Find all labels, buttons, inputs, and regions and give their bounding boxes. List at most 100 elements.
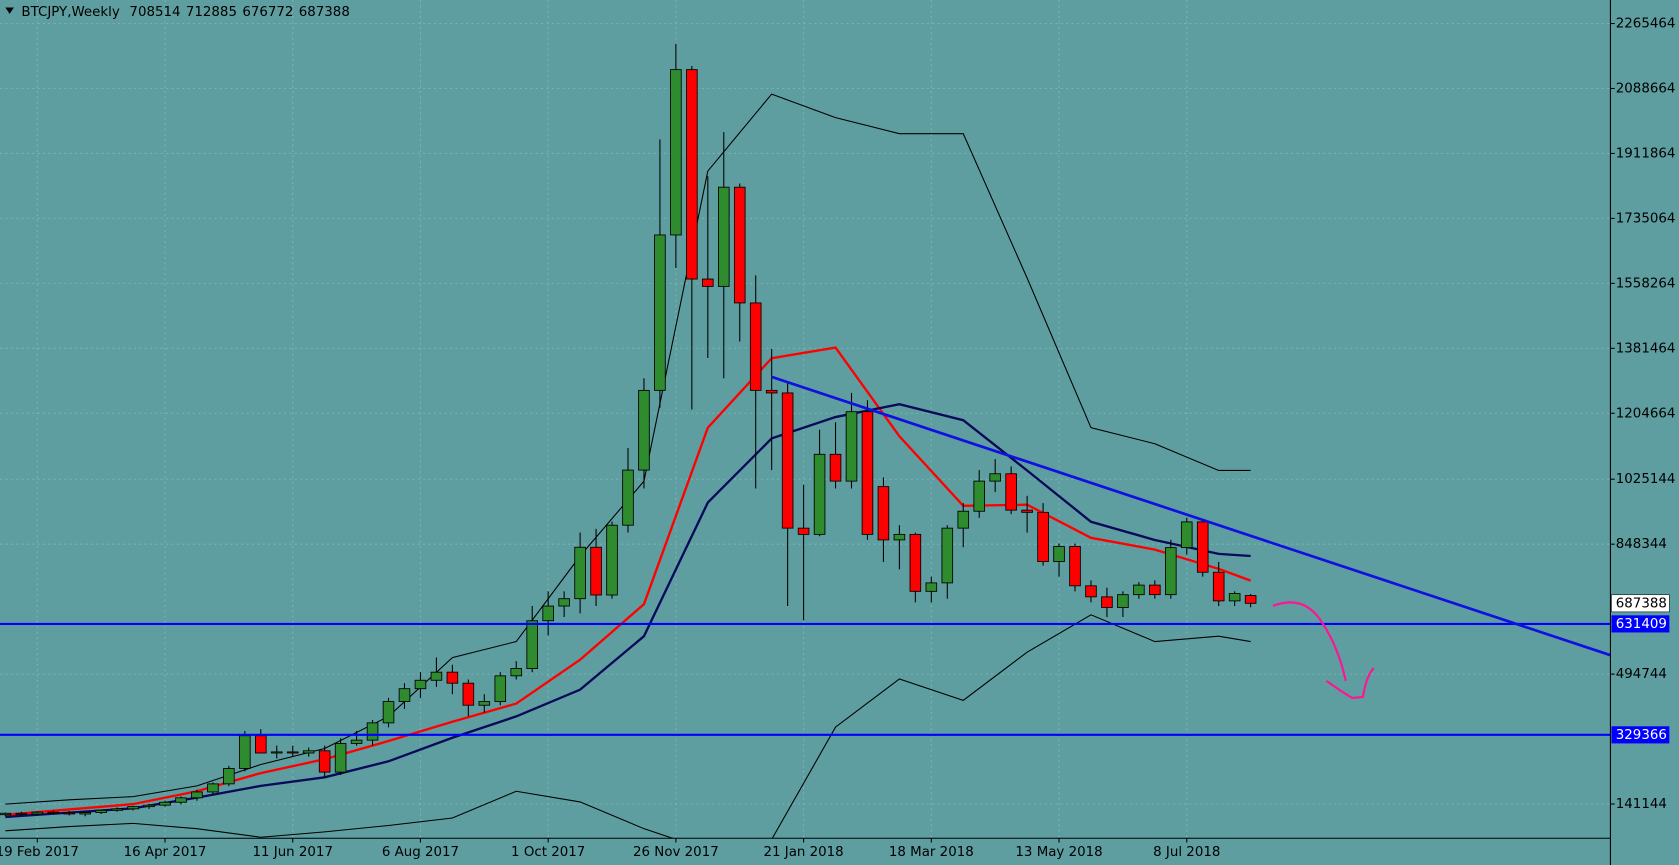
- candle-body: [0, 812, 12, 816]
- candle-body: [797, 527, 810, 535]
- y-tick-label: 1558264: [1616, 276, 1676, 291]
- symbol: BTCJPY,Weekly: [21, 5, 119, 20]
- x-tick-label: 6 Aug 2017: [382, 845, 459, 860]
- candle-body: [686, 69, 698, 280]
- candle-body: [526, 620, 538, 669]
- forecast-arrow: [1272, 601, 1375, 700]
- candle-body: [638, 389, 650, 471]
- x-tick-label: 1 Oct 2017: [511, 845, 585, 860]
- price-label: 687388: [1616, 596, 1667, 611]
- candle-body: [1228, 593, 1241, 602]
- candle-body: [446, 671, 459, 684]
- indicator-line: [5, 614, 1251, 839]
- candle-body: [1117, 594, 1129, 608]
- chart-title: BTCJPY,Weekly 708514 712885 676772 687388: [21, 5, 349, 20]
- menu-arrow: [5, 7, 14, 14]
- x-tick-label: 13 May 2018: [1015, 845, 1102, 860]
- candle-body: [1212, 571, 1225, 602]
- y-tick-label: 494744: [1616, 667, 1667, 682]
- candle-body: [1037, 511, 1049, 563]
- y-tick-label: 1911864: [1616, 146, 1676, 161]
- candle-body: [334, 743, 347, 773]
- candle-body: [175, 797, 187, 803]
- candle-body: [462, 682, 475, 706]
- plot-area: [0, 43, 1611, 839]
- candle-body: [765, 389, 778, 394]
- x-tick-label: 11 Jun 2017: [252, 845, 333, 860]
- last-close: 687388: [299, 5, 350, 20]
- candle-body: [255, 735, 267, 754]
- candle-body: [1005, 473, 1017, 511]
- candle-body: [47, 811, 60, 814]
- candle-body: [749, 302, 762, 391]
- candle-body: [382, 701, 395, 724]
- candle-body: [606, 524, 618, 596]
- candle-body: [223, 768, 235, 785]
- candle-body: [877, 486, 890, 541]
- y-tick-label: 1381464: [1616, 341, 1676, 356]
- indicator-line: [5, 402, 1251, 819]
- candle-body: [813, 453, 826, 535]
- candle-body: [622, 469, 634, 526]
- candle-body: [1069, 546, 1081, 587]
- x-tick-label: 8 Jul 2018: [1153, 845, 1220, 860]
- candle-body: [1149, 584, 1161, 596]
- x-tick-label: 16 Apr 2017: [124, 845, 207, 860]
- candle-body: [893, 533, 906, 541]
- y-tick-label: 1735064: [1616, 211, 1676, 226]
- candle-body: [302, 750, 315, 754]
- candle-body: [414, 679, 427, 690]
- y-tick-label: 1025144: [1616, 472, 1676, 487]
- level-label: 329366: [1616, 728, 1667, 743]
- candle-body: [574, 546, 586, 600]
- y-tick-label: 141144: [1616, 797, 1667, 812]
- x-tick-label: 21 Jan 2018: [763, 845, 843, 860]
- level-label-box: [1611, 615, 1670, 633]
- y-tick-label: 848344: [1616, 537, 1667, 552]
- candle-body: [207, 783, 219, 793]
- candle-body: [1165, 547, 1177, 596]
- candle-body: [1021, 509, 1033, 513]
- candle-body: [366, 722, 379, 741]
- last-open: 708514: [129, 5, 180, 20]
- candle-body: [398, 688, 411, 702]
- candle-body: [1244, 595, 1257, 604]
- candle-body: [63, 812, 76, 815]
- candle-body: [717, 186, 730, 287]
- last-low: 676772: [242, 5, 293, 20]
- candle-body: [286, 751, 299, 754]
- candle-body: [350, 739, 363, 744]
- candle-body: [957, 510, 970, 529]
- x-tick-label: 18 Mar 2018: [889, 845, 974, 860]
- candle-body: [670, 69, 682, 236]
- candle-body: [845, 411, 858, 482]
- candle-body: [510, 668, 523, 677]
- candle-body: [494, 675, 507, 702]
- candle-body: [781, 392, 794, 529]
- candle-body: [590, 546, 602, 596]
- candle-body: [15, 812, 28, 815]
- axis-labels: 2265464 2088664 1911864 1735064 1558264 13814…: [0, 17, 1675, 861]
- candle-body: [1196, 521, 1209, 573]
- candle-body: [925, 582, 938, 592]
- candle-body: [558, 598, 570, 607]
- candle-body: [733, 186, 746, 304]
- candle-body: [31, 811, 44, 815]
- level-label: 631409: [1616, 617, 1667, 632]
- candle-body: [909, 533, 922, 592]
- trend-line: [771, 375, 1611, 657]
- candle-body: [702, 278, 714, 287]
- candle-body: [127, 806, 139, 810]
- candle-body: [430, 671, 443, 681]
- x-tick-label: 19 Feb 2017: [0, 845, 79, 860]
- level-label-box: [1611, 726, 1670, 744]
- candle-body: [318, 750, 331, 773]
- y-tick-label: 1204664: [1616, 406, 1676, 421]
- candle-body: [542, 605, 554, 622]
- y-tick-label: 2265464: [1616, 17, 1676, 32]
- candle-body: [159, 801, 171, 806]
- x-tick-label: 26 Nov 2017: [633, 845, 719, 860]
- candle-body: [1085, 585, 1097, 598]
